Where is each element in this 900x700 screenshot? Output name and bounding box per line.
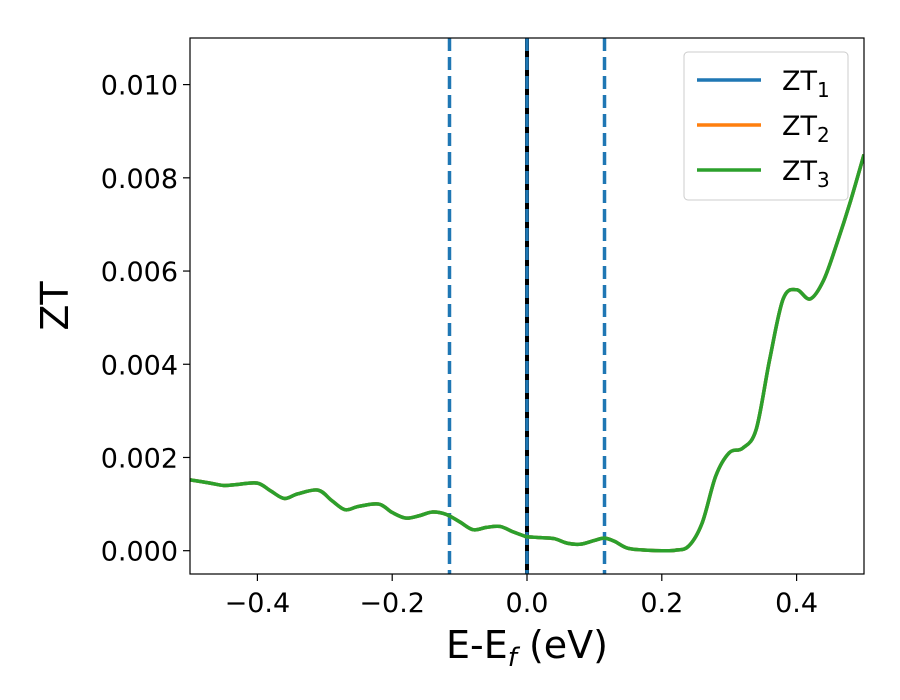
x-axis-title-main: E-E bbox=[446, 623, 508, 667]
y-axis: 0.000 0.002 0.004 0.006 0.008 0.010 bbox=[101, 71, 190, 568]
legend-label-zt1: ZT1 bbox=[782, 66, 830, 102]
reference-lines bbox=[447, 38, 607, 574]
series-layer bbox=[190, 154, 864, 553]
x-tick-label: 0.4 bbox=[775, 588, 818, 619]
y-tick-label: 0.010 bbox=[101, 71, 178, 102]
legend: ZT1 ZT2 ZT3 bbox=[683, 51, 849, 201]
legend-label-zt3: ZT3 bbox=[782, 156, 830, 192]
legend-box bbox=[683, 51, 849, 201]
x-tick-label: 0.2 bbox=[640, 588, 683, 619]
x-axis: −0.4 −0.2 0.0 0.2 0.4 bbox=[225, 574, 818, 619]
x-axis-title-unit: (eV) bbox=[517, 623, 608, 667]
y-axis-title: ZT bbox=[33, 281, 77, 331]
y-tick-label: 0.008 bbox=[101, 164, 178, 195]
legend-label-zt2: ZT2 bbox=[782, 111, 830, 147]
series-line-zt3 bbox=[190, 154, 864, 553]
y-tick-label: 0.002 bbox=[101, 443, 178, 474]
x-tick-label: −0.4 bbox=[225, 588, 291, 619]
x-tick-label: 0.0 bbox=[506, 588, 549, 619]
y-tick-label: 0.000 bbox=[101, 537, 178, 568]
y-tick-label: 0.006 bbox=[101, 257, 178, 288]
x-axis-title: E-Ef (eV) bbox=[446, 623, 608, 673]
y-tick-label: 0.004 bbox=[101, 350, 178, 381]
x-tick-label: −0.2 bbox=[359, 588, 425, 619]
